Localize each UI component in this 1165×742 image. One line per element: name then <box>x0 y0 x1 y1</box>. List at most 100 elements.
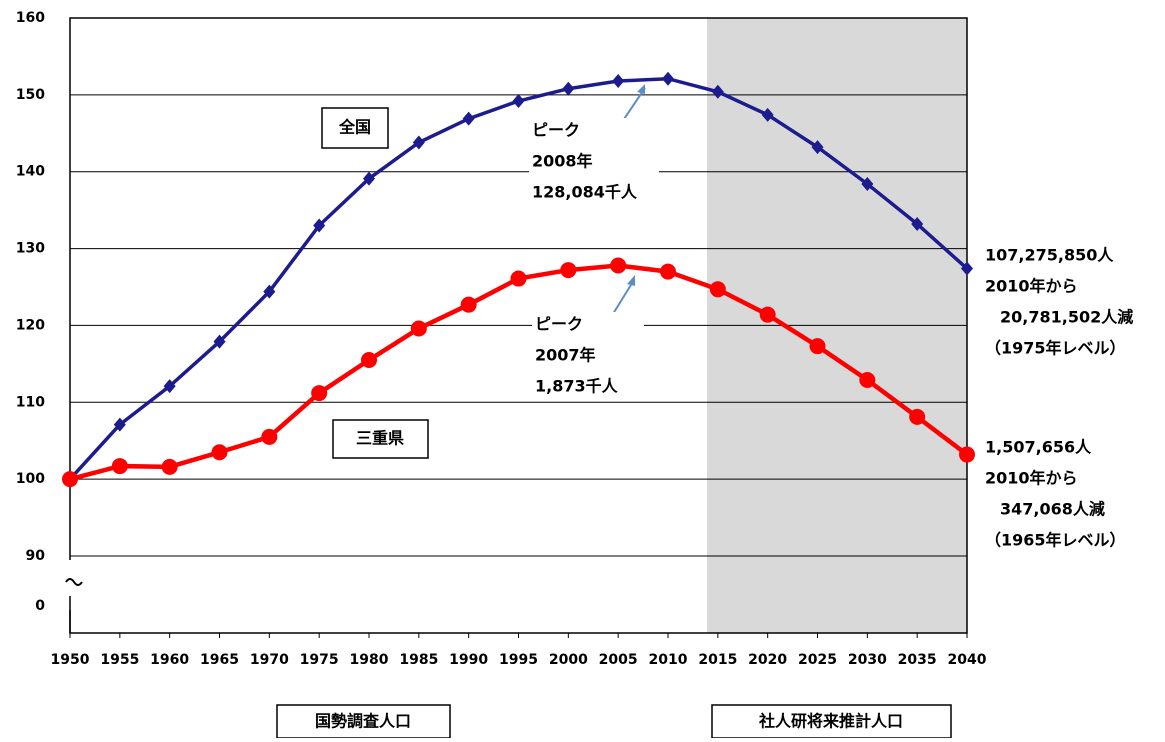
point <box>363 171 375 186</box>
x-tick-label: 2025 <box>798 652 837 668</box>
projection-label: 社人研将来推計人口 <box>758 712 903 731</box>
series-layer <box>62 71 975 488</box>
point <box>512 94 525 109</box>
label-box <box>276 704 451 739</box>
x-tick-label: 1960 <box>150 652 189 668</box>
y-tick-label: 120 <box>16 317 45 333</box>
axis-break-gap <box>64 560 76 610</box>
annotation: 1,507,656人 <box>985 438 1092 457</box>
x-tick-label: 2040 <box>948 652 987 668</box>
annotation: 347,068人減 <box>1000 500 1105 519</box>
point <box>361 352 377 369</box>
x-tick-label: 1980 <box>350 652 389 668</box>
series-label: 三重県 <box>356 429 404 448</box>
x-tick-label: 1995 <box>499 652 538 668</box>
point <box>311 385 328 402</box>
annotation: 2010年から <box>985 469 1078 488</box>
point <box>163 379 176 394</box>
point <box>113 417 126 432</box>
point <box>959 446 975 463</box>
point <box>161 458 178 475</box>
y-tick-label: 110 <box>16 394 45 410</box>
x-tick-label: 1970 <box>250 652 289 668</box>
x-tick-label: 2035 <box>898 652 937 668</box>
point <box>111 458 128 475</box>
point <box>560 262 577 279</box>
point <box>412 135 425 150</box>
x-tick-label: 2015 <box>698 652 737 668</box>
label-bg <box>529 149 659 175</box>
annotation: （1975年レベル） <box>985 339 1126 358</box>
label-bg <box>529 118 659 144</box>
point <box>662 71 674 86</box>
point <box>313 218 326 233</box>
x-tick-label: 2030 <box>848 652 887 668</box>
point <box>213 334 226 349</box>
label-bg <box>532 312 644 338</box>
peak-arrow-head <box>637 84 645 94</box>
annotation: 2010年から <box>985 277 1078 296</box>
peak-arrow-head <box>627 275 635 286</box>
point <box>859 371 876 388</box>
x-tick-label: 1950 <box>51 652 90 668</box>
y-tick-label: 0 <box>35 598 45 614</box>
y-tick-label: 90 <box>26 548 46 564</box>
point <box>211 444 228 461</box>
annotation: （1965年レベル） <box>985 531 1126 550</box>
point <box>709 281 726 298</box>
point <box>761 107 774 122</box>
x-tick-label: 1965 <box>200 652 239 668</box>
x-tick-label: 2005 <box>599 652 638 668</box>
annotation: 128,084千人 <box>532 183 638 202</box>
annotation: ピーク <box>535 315 583 334</box>
point <box>460 296 477 313</box>
annotation: 20,781,502人減 <box>1000 308 1133 327</box>
point <box>861 177 874 192</box>
x-tick-label: 2000 <box>549 652 588 668</box>
point <box>510 270 527 287</box>
census-label: 国勢調査人口 <box>315 712 411 731</box>
point <box>660 263 676 280</box>
x-tick-label: 1985 <box>399 652 438 668</box>
label-bg <box>532 374 644 400</box>
x-tick-label: 1955 <box>100 652 139 668</box>
axis-break-mark <box>65 578 83 586</box>
point <box>711 84 724 99</box>
point <box>612 74 625 89</box>
point <box>610 257 627 274</box>
point <box>909 408 926 425</box>
x-tick-label: 2020 <box>748 652 787 668</box>
point <box>961 261 973 276</box>
point <box>759 306 776 323</box>
annotation: 107,275,850人 <box>985 246 1114 265</box>
label-bg <box>529 180 659 206</box>
series-label: 全国 <box>338 118 371 137</box>
point <box>410 320 427 337</box>
y-tick-label: 140 <box>16 164 45 180</box>
y-tick-label: 150 <box>16 87 45 103</box>
annotation: ピーク <box>532 121 580 140</box>
label-box <box>332 419 429 459</box>
y-tick-label: 160 <box>16 10 45 26</box>
grid: 0 90 100 110 120 130 140 150 160 1950 1955 1960 1965… <box>16 10 987 668</box>
point <box>811 140 824 155</box>
point <box>462 111 475 126</box>
x-tick-label: 1975 <box>300 652 339 668</box>
plot-frame <box>69 17 968 634</box>
point <box>261 428 278 445</box>
point <box>809 338 826 355</box>
x-tick-label: 1990 <box>449 652 488 668</box>
annotation: 1,873千人 <box>535 377 619 396</box>
y-tick-label: 100 <box>16 471 45 487</box>
label-box <box>321 107 389 149</box>
annotation: 2007年 <box>535 346 596 365</box>
point <box>263 284 276 299</box>
y-tick-label: 130 <box>16 241 45 257</box>
point <box>62 471 78 488</box>
point <box>911 216 924 231</box>
annotation: 2008年 <box>532 152 593 171</box>
point <box>562 81 575 96</box>
label-box <box>711 704 952 739</box>
